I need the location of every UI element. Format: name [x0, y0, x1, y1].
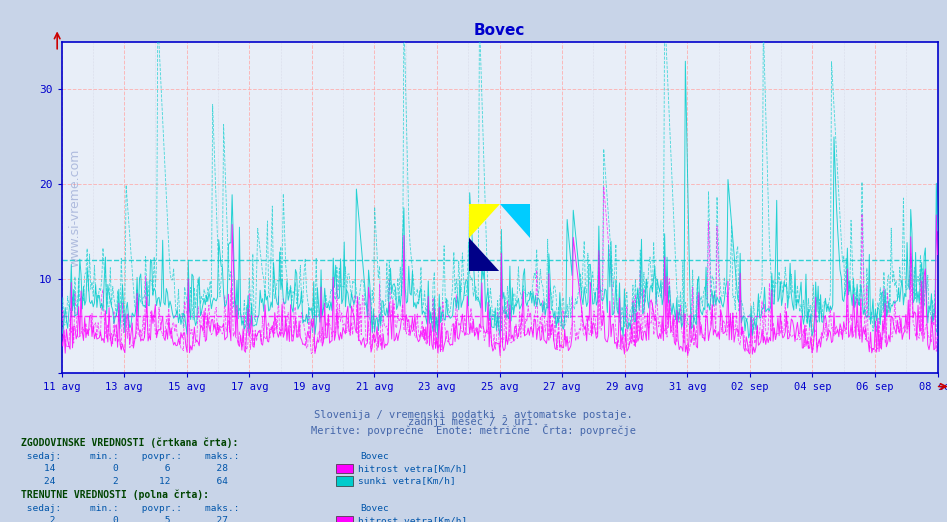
- Text: sedaj:     min.:    povpr.:    maks.:: sedaj: min.: povpr.: maks.:: [21, 504, 240, 513]
- Polygon shape: [469, 238, 500, 271]
- Text: 24          2       12        64: 24 2 12 64: [21, 477, 228, 485]
- Text: 2          0        5        27: 2 0 5 27: [21, 516, 228, 522]
- Text: hitrost vetra[Km/h]: hitrost vetra[Km/h]: [358, 516, 467, 522]
- Text: Slovenija / vremenski podatki - avtomatske postaje.: Slovenija / vremenski podatki - avtomats…: [314, 410, 633, 420]
- Text: TRENUTNE VREDNOSTI (polna črta):: TRENUTNE VREDNOSTI (polna črta):: [21, 490, 209, 500]
- Text: Bovec: Bovec: [360, 452, 388, 461]
- Polygon shape: [500, 204, 530, 238]
- Text: sedaj:     min.:    povpr.:    maks.:: sedaj: min.: povpr.: maks.:: [21, 452, 240, 461]
- Text: Meritve: povprečne  Enote: metrične  Črta: povprečje: Meritve: povprečne Enote: metrične Črta:…: [311, 424, 636, 436]
- Text: www.si-vreme.com: www.si-vreme.com: [68, 148, 81, 267]
- Text: hitrost vetra[Km/h]: hitrost vetra[Km/h]: [358, 464, 467, 473]
- Title: Bovec: Bovec: [474, 23, 526, 38]
- Text: zadnji mesec / 2 uri.: zadnji mesec / 2 uri.: [408, 418, 539, 428]
- Text: ZGODOVINSKE VREDNOSTI (črtkana črta):: ZGODOVINSKE VREDNOSTI (črtkana črta):: [21, 438, 239, 448]
- Text: 14          0        6        28: 14 0 6 28: [21, 464, 228, 473]
- Text: sunki vetra[Km/h]: sunki vetra[Km/h]: [358, 477, 456, 485]
- Text: Bovec: Bovec: [360, 504, 388, 513]
- Polygon shape: [469, 204, 500, 238]
